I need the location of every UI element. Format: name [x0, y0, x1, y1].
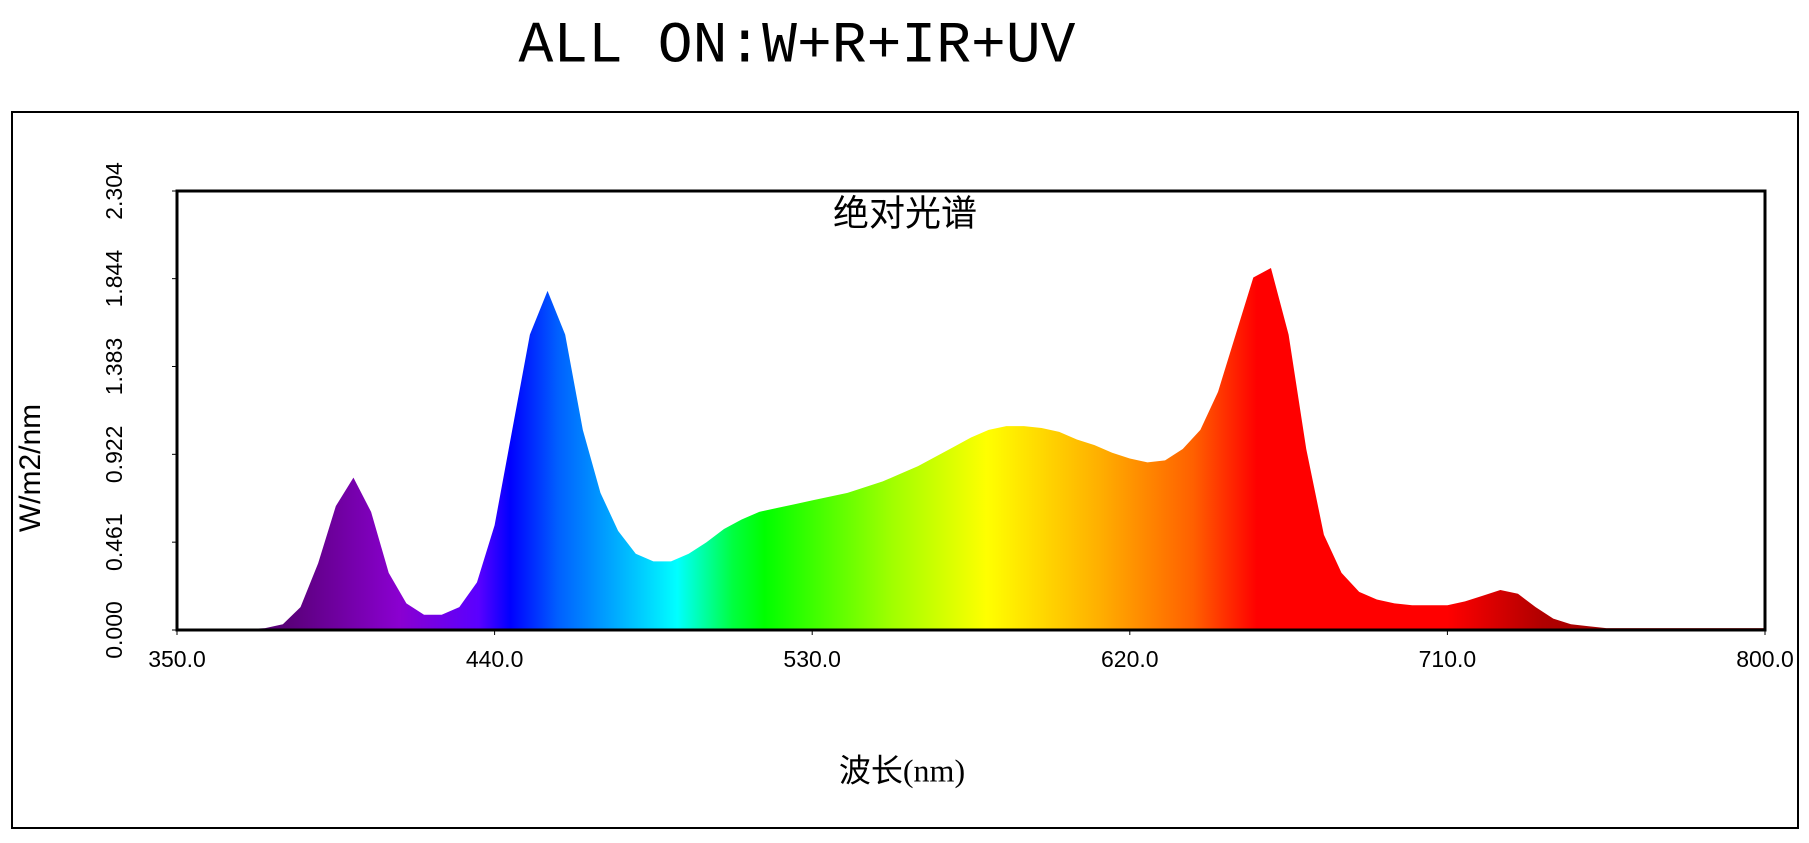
y-tick-label: 1.844: [101, 250, 127, 308]
spectrum-area: [177, 267, 1765, 630]
frame: [11, 111, 1799, 829]
y-tick-label: 2.304: [101, 162, 127, 220]
x-tick-label: 440.0: [466, 646, 524, 672]
y-tick-label: 0.922: [101, 426, 127, 484]
y-axis-label: W/m2/nm: [14, 404, 47, 532]
x-axis-label: 波长(nm): [839, 752, 965, 788]
y-tick-label: 0.461: [101, 513, 127, 571]
y-tick-label: 1.383: [101, 338, 127, 396]
page-title: ALL ON:W+R+IR+UV: [519, 14, 1076, 79]
x-tick-label: 620.0: [1101, 646, 1159, 672]
x-tick-label: 530.0: [783, 646, 841, 672]
plot-frame: [175, 189, 1767, 632]
x-tick-label: 350.0: [148, 646, 206, 672]
x-tick-label: 800.0: [1736, 646, 1794, 672]
chart-title: 绝对光谱: [833, 193, 977, 234]
x-tick-label: 710.0: [1419, 646, 1477, 672]
y-tick-label: 0.000: [101, 601, 127, 659]
